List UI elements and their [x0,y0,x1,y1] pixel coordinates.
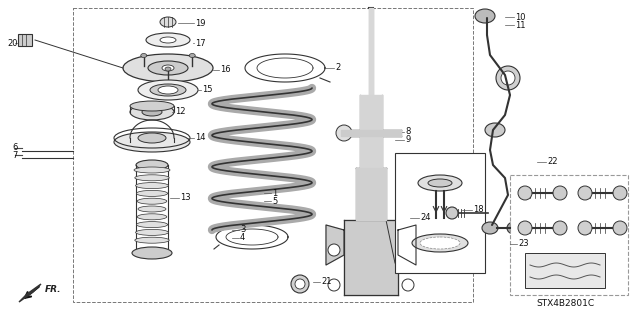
Text: 5: 5 [272,197,277,205]
Ellipse shape [148,61,188,75]
Ellipse shape [136,222,168,227]
Ellipse shape [475,9,495,23]
Ellipse shape [295,279,305,289]
Ellipse shape [518,186,532,200]
Text: 11: 11 [515,20,525,29]
Ellipse shape [420,237,460,249]
Ellipse shape [482,222,498,234]
Text: 17: 17 [195,39,205,48]
Ellipse shape [138,133,166,143]
Ellipse shape [412,234,468,252]
Ellipse shape [291,275,309,293]
Ellipse shape [135,175,169,181]
Ellipse shape [553,221,567,235]
Ellipse shape [328,244,340,256]
Ellipse shape [146,33,190,47]
Text: 24: 24 [420,213,431,222]
Ellipse shape [150,84,186,96]
Text: 1: 1 [272,189,277,197]
Ellipse shape [496,66,520,90]
Ellipse shape [114,132,190,152]
Ellipse shape [136,160,168,170]
Text: 12: 12 [175,108,186,116]
Ellipse shape [518,221,532,235]
Text: 19: 19 [195,19,205,27]
Text: 16: 16 [220,65,230,75]
Bar [395,153,485,273]
Ellipse shape [613,186,627,200]
Ellipse shape [137,214,167,220]
Bar [525,253,605,288]
Polygon shape [19,284,41,302]
Ellipse shape [136,229,168,235]
Bar [73,8,473,302]
Ellipse shape [123,54,213,82]
Ellipse shape [507,222,521,234]
Ellipse shape [158,86,178,94]
Text: 6: 6 [12,144,17,152]
Ellipse shape [137,198,167,204]
Ellipse shape [138,206,166,212]
Bar [18,34,32,46]
Ellipse shape [141,54,147,57]
Ellipse shape [485,123,505,137]
Ellipse shape [136,182,168,189]
Text: 2: 2 [335,63,340,72]
Ellipse shape [160,37,176,43]
Text: 15: 15 [202,85,212,94]
Text: 10: 10 [515,12,525,21]
Ellipse shape [134,167,170,173]
Text: 13: 13 [180,194,191,203]
Polygon shape [398,225,416,265]
Text: 21: 21 [321,278,332,286]
Text: STX4B2801C: STX4B2801C [536,299,594,308]
Text: 9: 9 [405,136,410,145]
Ellipse shape [138,80,198,100]
Ellipse shape [336,125,352,141]
Ellipse shape [402,279,414,291]
Ellipse shape [578,186,592,200]
Text: 22: 22 [547,158,557,167]
Ellipse shape [428,179,452,187]
Ellipse shape [132,247,172,259]
Text: 3: 3 [240,226,245,234]
Ellipse shape [189,54,195,57]
Ellipse shape [135,237,169,243]
Ellipse shape [130,104,174,120]
Bar [510,175,628,295]
Text: 7: 7 [12,151,17,160]
Ellipse shape [142,108,162,116]
Ellipse shape [578,221,592,235]
Ellipse shape [136,190,168,197]
Text: 20: 20 [7,39,17,48]
Polygon shape [326,225,344,265]
Ellipse shape [165,67,171,71]
Ellipse shape [402,244,414,256]
Ellipse shape [553,186,567,200]
Text: 14: 14 [195,133,205,143]
Ellipse shape [162,65,174,71]
Text: FR.: FR. [45,285,61,293]
Text: 8: 8 [405,128,410,137]
Ellipse shape [328,279,340,291]
Text: 4: 4 [240,234,245,242]
Ellipse shape [613,221,627,235]
Ellipse shape [501,71,515,85]
Text: 18: 18 [473,205,484,214]
Ellipse shape [130,101,174,111]
Ellipse shape [446,207,458,219]
Text: 23: 23 [518,240,529,249]
Ellipse shape [418,175,462,191]
Ellipse shape [160,17,176,27]
